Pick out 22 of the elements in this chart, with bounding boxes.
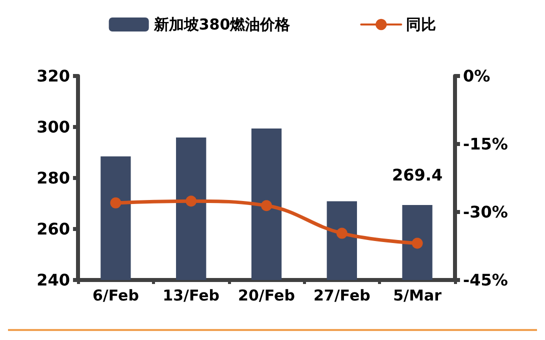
x-tick-label: 20/Feb (238, 286, 296, 304)
y-tick-label: 300 (36, 118, 70, 136)
point (336, 228, 348, 239)
y-tick-label: 260 (36, 220, 70, 238)
point (186, 196, 197, 207)
y2-tick-label: -15% (463, 134, 508, 154)
y2-tick-label: -30% (463, 202, 508, 222)
legend-label: 同比 (406, 16, 436, 34)
y-tick-label: 320 (36, 66, 70, 86)
point (110, 197, 122, 208)
legend-label: 新加坡380燃油价格 (152, 16, 292, 34)
x-tick-label: 27/Feb (313, 286, 371, 304)
point (261, 200, 272, 212)
y2-tick-label: -45% (463, 270, 508, 290)
point (412, 238, 423, 249)
x-tick-label: 6/Feb (92, 286, 140, 304)
data-label: 269.4 (392, 166, 443, 185)
x-tick-label: 5/Mar (393, 286, 442, 304)
y-tick-label: 280 (36, 168, 70, 188)
y-tick-label: 240 (36, 270, 70, 290)
y2-tick-label: 0% (463, 66, 490, 86)
x-tick-label: 13/Feb (162, 286, 220, 304)
